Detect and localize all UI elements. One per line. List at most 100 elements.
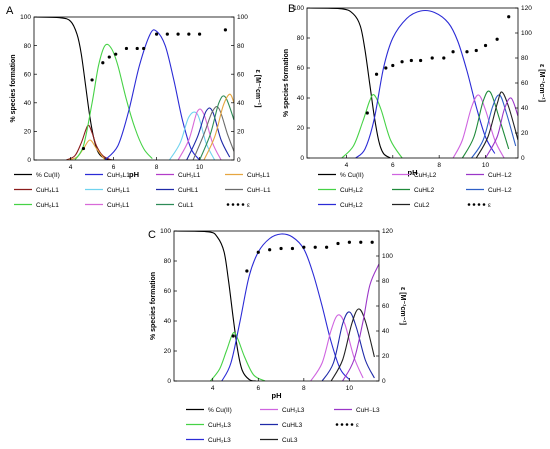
- legend-label: CuL1: [178, 202, 194, 209]
- epsilon-point: [154, 32, 159, 36]
- y-tick-label: 0: [300, 155, 304, 162]
- epsilon-point: [474, 48, 478, 53]
- y-tick-label: 40: [24, 100, 32, 107]
- x-tick-label: 4: [69, 164, 73, 171]
- y-tick-label: 80: [297, 35, 305, 42]
- legend-label: CuH₁L3: [282, 407, 305, 414]
- y-tick-label: 100: [20, 14, 31, 21]
- epsilon-point: [451, 50, 455, 54]
- x-tick-label: 10: [346, 385, 354, 392]
- epsilon-point: [302, 245, 306, 249]
- series-line: [186, 107, 231, 160]
- y2-tick-label: 40: [382, 328, 390, 335]
- series-line: [74, 43, 153, 160]
- legend-item: ε: [467, 202, 491, 209]
- legend-item: CuH₂L3: [186, 437, 231, 444]
- epsilon-point: [483, 43, 488, 48]
- y2-tick-label: 40: [237, 100, 245, 107]
- legend-swatch: [335, 423, 339, 426]
- y-tick-label: 100: [293, 5, 304, 12]
- species-curves: [174, 231, 379, 381]
- y2-axis-title: ε [M⁻¹cm⁻¹]: [399, 287, 406, 325]
- epsilon-point: [409, 58, 413, 63]
- legend-label: % Cu(II): [340, 172, 364, 179]
- legend-swatch: [226, 203, 230, 206]
- epsilon-point: [430, 56, 434, 60]
- series-line: [203, 93, 234, 160]
- x-tick-label: 6: [391, 162, 395, 169]
- legend-item: CuH₃L1: [85, 172, 130, 179]
- series-line: [221, 233, 350, 381]
- species-curves: [34, 17, 234, 160]
- y2-tick-label: 60: [521, 80, 529, 87]
- epsilon-point: [290, 246, 295, 251]
- legend-item: CuH₃L2: [318, 187, 363, 194]
- y2-tick-label: 100: [382, 253, 393, 260]
- legend-item: % Cu(II): [186, 407, 232, 414]
- x-axis-title: pH: [408, 168, 418, 177]
- series-line: [177, 108, 222, 160]
- legend-item: CuH₁L1: [85, 202, 130, 209]
- epsilon-point: [507, 15, 511, 19]
- epsilon-point: [442, 56, 446, 60]
- legend-label: CuH₆L1: [36, 202, 59, 209]
- y2-tick-label: 80: [237, 43, 245, 50]
- epsilon-point: [245, 269, 249, 273]
- legend-swatch: [241, 203, 245, 206]
- legend-label: CuHL2: [414, 187, 435, 194]
- legend-item: CuH₋L2: [466, 172, 512, 179]
- legend-label: CuH₅L1: [247, 172, 270, 179]
- series-line: [192, 106, 234, 160]
- y-tick-label: 20: [297, 125, 305, 132]
- legend-item: CuH₅L1: [225, 172, 270, 179]
- y2-tick-label: 0: [237, 157, 241, 164]
- epsilon-point: [313, 245, 317, 249]
- legend-label: ε: [356, 422, 359, 429]
- epsilon-point: [165, 32, 169, 36]
- legend-item: CuH₋L2: [466, 187, 512, 194]
- y-axis-title: % species formation: [283, 49, 290, 117]
- x-tick-label: 8: [302, 385, 306, 392]
- x-tick-label: 10: [196, 164, 204, 171]
- legend-swatch: [477, 203, 481, 206]
- epsilon-point: [197, 32, 202, 36]
- legend-item: CuHL2: [392, 187, 435, 194]
- y2-tick-label: 120: [382, 228, 393, 235]
- legend-label: CuH₂L2: [340, 202, 363, 209]
- x-axis-title: pH: [272, 391, 282, 400]
- legend-item: CuH₋L1: [225, 187, 271, 194]
- legend-item: CuH₁L1: [156, 172, 201, 179]
- y-tick-label: 60: [164, 288, 172, 295]
- epsilon-point: [365, 111, 369, 115]
- epsilon-point: [336, 241, 340, 246]
- legend-label: CuH₋L2: [488, 172, 512, 179]
- legend-item: CuH₆L1: [14, 202, 59, 209]
- legend-label: % Cu(II): [36, 172, 60, 179]
- series-line: [330, 308, 375, 381]
- series-line: [342, 263, 379, 381]
- x-axis-title: pH: [129, 170, 139, 179]
- y-tick-label: 40: [164, 318, 172, 325]
- series-line: [66, 124, 112, 160]
- series-line: [471, 94, 517, 158]
- epsilon-point: [81, 146, 86, 151]
- x-tick-label: 8: [437, 162, 441, 169]
- y2-tick-label: 40: [521, 105, 529, 112]
- series-line: [485, 97, 518, 158]
- x-tick-label: 4: [345, 162, 349, 169]
- series-line: [355, 9, 496, 158]
- series-line: [341, 94, 403, 158]
- series-line: [321, 311, 375, 381]
- y-tick-label: 60: [297, 65, 305, 72]
- panel-letter: B: [288, 3, 295, 15]
- y2-tick-label: 100: [521, 30, 532, 37]
- legend-item: CuHL1: [156, 187, 199, 194]
- legend-label: CuH₃L1: [107, 172, 130, 179]
- y2-tick-label: 20: [382, 353, 390, 360]
- epsilon-point: [114, 52, 118, 56]
- series-line: [307, 8, 391, 158]
- legend-item: CuH₁L2: [392, 172, 437, 179]
- series-line: [104, 29, 201, 160]
- legend-label: CuH₁L1: [178, 172, 201, 179]
- y-tick-label: 60: [24, 71, 32, 78]
